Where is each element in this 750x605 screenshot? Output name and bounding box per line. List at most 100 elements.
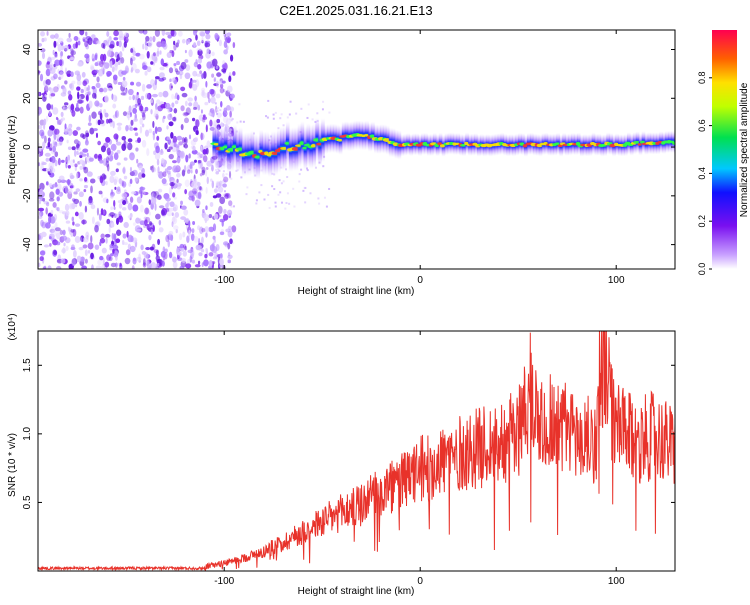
heatmap-cell [148,211,152,216]
heatmap-cell [183,138,187,143]
heatmap-cell [119,262,122,267]
heatmap-cell [190,233,195,241]
heatmap-cell [215,170,220,175]
heatmap-cell [67,125,72,132]
heatmap-cell [167,233,174,241]
heatmap-cell [265,115,268,118]
heatmap-cell [225,118,231,125]
heatmap-cell [173,167,180,173]
heatmap-cell [197,104,201,111]
heatmap-cell [159,72,165,78]
heatmap-cell [79,106,84,114]
heatmap-cell [188,81,193,89]
heatmap-cell [119,33,125,38]
heatmap-cell [192,145,196,152]
heatmap-cell [221,68,227,73]
heatmap-cell [221,80,226,84]
heatmap-cell [74,165,77,172]
heatmap-cell [220,100,223,108]
heatmap-cell [195,130,199,136]
heatmap-cell [135,147,139,152]
heatmap-cell [211,51,215,57]
x-tick-label: 100 [608,576,625,587]
heatmap-cell [83,177,88,182]
heatmap-cell [134,68,140,74]
heatmap-cell [153,113,157,118]
heatmap-cell [52,145,56,153]
heatmap-cell [247,150,256,155]
heatmap-cell [227,147,235,152]
heatmap-cell [42,266,47,269]
heatmap-cell [288,113,291,116]
heatmap-cell [295,112,298,115]
heatmap-cell [63,44,70,52]
heatmap-cell [60,50,64,57]
heatmap-cell [50,93,56,97]
heatmap-cell [214,251,218,259]
heatmap-cell [198,114,205,122]
heatmap-cell [129,196,134,203]
heatmap-cell [82,148,89,153]
heatmap-cell [54,141,58,148]
heatmap-cell [54,33,59,39]
y-tick-label: -40 [22,237,33,252]
heatmap-cell [59,59,63,65]
heatmap-cell [177,30,183,37]
heatmap-cell [322,165,325,168]
heatmap-cell [298,173,301,176]
heatmap-cell [162,115,166,120]
heatmap-cell [132,94,136,101]
heatmap-cell [124,32,129,38]
heatmap-cell [89,127,95,135]
heatmap-cell [82,80,88,87]
heatmap-cell [156,50,160,57]
heatmap-cell [172,165,178,173]
heatmap-cell [71,216,75,222]
heatmap-cell [177,70,184,76]
heatmap-cell [114,186,117,190]
heatmap-cell [118,40,122,48]
heatmap-cell [217,107,220,110]
heatmap-cell [191,228,195,233]
heatmap-cell [47,137,51,143]
heatmap-cell [114,63,118,71]
heatmap-cell [153,249,159,254]
heatmap-cell [56,241,61,246]
heatmap-cell [38,70,41,74]
heatmap-cell [88,195,93,204]
heatmap-cell [180,105,185,112]
heatmap-cell [99,255,104,261]
heatmap-cell [205,232,208,238]
heatmap-cell [188,153,191,159]
heatmap-cell [148,234,152,241]
x-tick-label: -100 [214,275,234,286]
heatmap-cell [185,64,191,72]
heatmap-cell [91,216,95,225]
heatmap-cell [139,220,146,226]
heatmap-cell [96,207,100,216]
heatmap-cell [291,147,300,151]
heatmap-cell [116,41,120,47]
heatmap-cell [83,184,88,189]
heatmap-cell [138,53,145,60]
heatmap-cell [146,66,152,73]
heatmap-cell [217,168,220,171]
heatmap-cell [165,31,171,36]
heatmap-cell [51,229,57,237]
heatmap-cell [172,116,177,122]
heatmap-cell [293,205,296,208]
heatmap-cell [219,253,223,259]
heatmap-cell [129,166,133,173]
heatmap-cell [144,45,148,51]
heatmap-cell [47,129,53,137]
heatmap-cell [146,50,150,59]
heatmap-cell [63,102,69,106]
heatmap-cell [74,211,79,217]
heatmap-cell [211,58,218,67]
heatmap-cell [62,247,66,254]
heatmap-cell [168,121,174,127]
heatmap-cell [166,210,173,217]
heatmap-cell [49,66,56,75]
heatmap-cell [101,66,105,72]
heatmap-cell [285,201,288,204]
